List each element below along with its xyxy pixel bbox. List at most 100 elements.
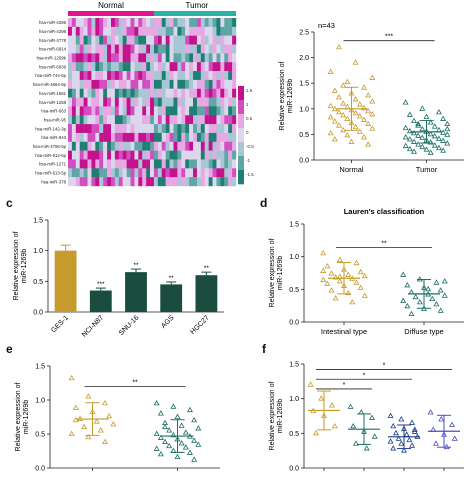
heatmap-cell	[103, 88, 108, 98]
heatmap-cell	[83, 150, 88, 160]
heatmap-cell	[200, 62, 205, 72]
data-point	[174, 453, 181, 460]
y-tick-label: 0.0	[35, 466, 45, 473]
heatmap-cell	[126, 132, 131, 142]
heatmap-cell	[107, 159, 112, 169]
heatmap-cell	[161, 168, 166, 178]
heatmap-cell	[118, 168, 123, 178]
heatmap-row-label: hsa-miR-4778	[39, 38, 67, 43]
heatmap-cell	[146, 79, 151, 89]
heatmap-cell	[126, 168, 131, 178]
data-point	[356, 128, 363, 134]
heatmap-cell	[212, 141, 217, 151]
heatmap-cell	[79, 62, 84, 72]
heatmap-cell	[204, 26, 209, 36]
heatmap-cell	[220, 106, 225, 116]
heatmap-cell	[165, 26, 170, 36]
heatmap-cell	[185, 71, 190, 81]
data-point	[153, 399, 160, 406]
data-point	[433, 300, 440, 307]
heatmap-cell	[114, 115, 119, 125]
heatmap-cell	[157, 150, 162, 160]
heatmap-cell	[200, 106, 205, 116]
heatmap-cell	[228, 26, 233, 36]
heatmap-cell	[204, 141, 209, 151]
heatmap-cell	[146, 124, 151, 134]
data-point	[401, 447, 407, 453]
heatmap-cell	[87, 177, 92, 187]
heatmap-cell	[212, 150, 217, 160]
heatmap-cell	[87, 26, 92, 36]
heatmap-cell	[157, 18, 162, 28]
heatmap-cell	[181, 115, 186, 125]
y-tick-label: 0.5	[35, 432, 45, 439]
y-axis-label: Relative expression ofmiR-1269b	[269, 239, 284, 308]
heatmap-cell	[130, 26, 135, 36]
heatmap-cell	[177, 18, 182, 28]
heatmap-cell	[157, 168, 162, 178]
heatmap-cell	[126, 62, 131, 72]
heatmap-cell	[208, 115, 213, 125]
heatmap-cell	[83, 124, 88, 134]
data-point	[369, 414, 376, 420]
heatmap-cell	[169, 124, 174, 134]
heatmap-cell	[114, 159, 119, 169]
data-point	[432, 440, 439, 446]
heatmap-cell	[87, 62, 92, 72]
heatmap-cell	[75, 132, 80, 142]
heatmap-cell	[130, 132, 135, 142]
heatmap-cell	[185, 44, 190, 54]
heatmap-cell	[114, 132, 119, 142]
heatmap-cell	[177, 53, 182, 63]
heatmap-cell	[118, 71, 123, 81]
heatmap-cell	[177, 132, 182, 142]
heatmap-cell	[173, 97, 178, 107]
heatmap-cell	[220, 132, 225, 142]
heatmap-cell	[122, 53, 127, 63]
heatmap-cell	[216, 26, 221, 36]
heatmap-cell	[208, 168, 213, 178]
heatmap-cell	[130, 18, 135, 28]
data-point	[352, 96, 359, 102]
data-point	[423, 146, 430, 152]
heatmap-cell	[224, 35, 229, 45]
heatmap-row-label: hsa-miR-4664-5p	[33, 82, 67, 87]
heatmap-cell	[68, 115, 73, 125]
heatmap-cell	[200, 44, 205, 54]
heatmap-cell	[204, 18, 209, 28]
heatmap-cell	[161, 115, 166, 125]
heatmap-cell	[165, 124, 170, 134]
heatmap-cell	[208, 159, 213, 169]
bar	[89, 290, 112, 312]
heatmap-cell	[79, 177, 84, 187]
heatmap-cell	[232, 106, 237, 116]
heatmap-cell	[220, 26, 225, 36]
heatmap-row-label: hsa-miR-6939	[39, 64, 67, 69]
heatmap-cell	[103, 18, 108, 28]
heatmap-cell	[185, 62, 190, 72]
data-point	[398, 440, 405, 446]
heatmap-cell	[91, 159, 96, 169]
heatmap-cell	[91, 53, 96, 63]
heatmap-cell	[228, 62, 233, 72]
heatmap-cell	[95, 44, 100, 54]
heatmap-cell	[165, 106, 170, 116]
heatmap-cell	[177, 168, 182, 178]
data-point	[186, 449, 193, 455]
heatmap-cell	[134, 53, 139, 63]
y-tick-label: 1.5	[299, 81, 309, 88]
heatmap-cell	[196, 168, 202, 178]
heatmap-cell	[200, 141, 205, 151]
heatmap-cell	[193, 177, 198, 187]
heatmap-cell	[224, 97, 229, 107]
heatmap-cell	[99, 62, 104, 72]
heatmap-cell	[87, 159, 92, 169]
heatmap-cell	[95, 53, 100, 63]
data-point	[427, 119, 434, 125]
panel-label-c: c	[6, 196, 13, 210]
heatmap-cell	[71, 62, 77, 72]
heatmap-cell	[200, 35, 205, 45]
heatmap-cell	[200, 132, 205, 142]
heatmap-cell	[130, 71, 135, 81]
heatmap-cell	[157, 62, 162, 72]
